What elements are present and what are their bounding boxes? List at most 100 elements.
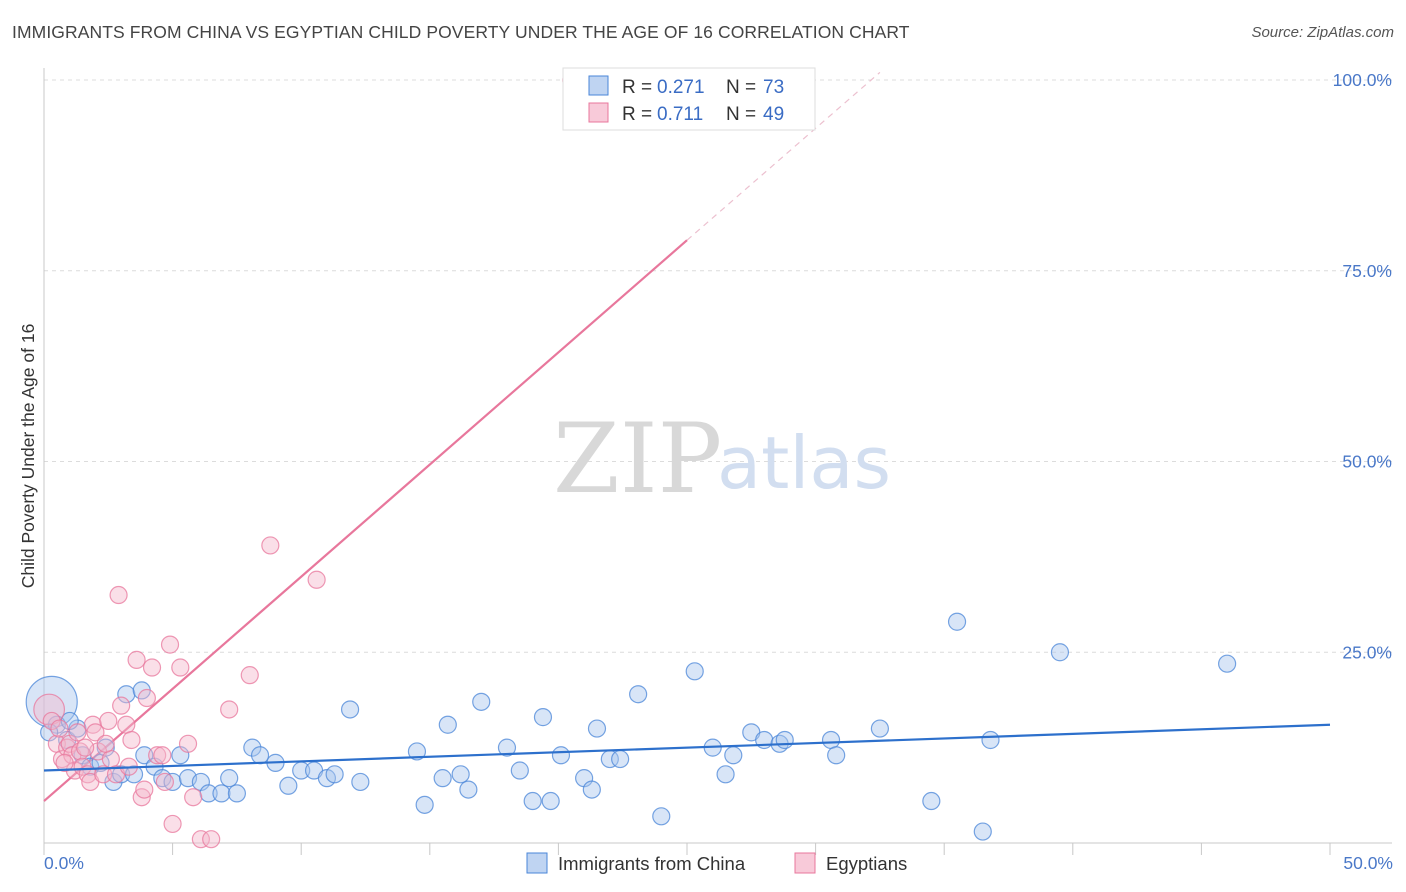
watermark-zip: ZIP [553,403,722,515]
china-point-40 [497,738,517,757]
y-tick-label-0: 25.0% [1342,642,1392,662]
grid [44,79,1392,653]
china-point-30 [325,765,344,784]
egyptians-point-16 [99,711,118,731]
egyptians-point-43 [96,734,115,753]
legend-n-value-0: 73 [763,77,784,98]
china-point-62 [827,746,846,765]
source-label: Source: ZipAtlas.com [1251,24,1394,41]
egyptians-point-30 [171,658,190,677]
legend: R = 0.271 N = 73 R = 0.711 N = 49 [562,67,816,131]
legend-n-value-1: 49 [763,104,784,125]
legend-r-value-0: 0.271 [657,77,705,98]
china-point-42 [523,791,542,811]
bottom-legend-swatch-0 [526,852,548,874]
chart-title: IMMIGRANTS FROM CHINA VS EGYPTIAN CHILD … [12,22,910,42]
egyptians-point-48 [55,753,74,772]
china-point-56 [724,746,743,765]
trend-line-egyptians [43,239,688,802]
egyptians-point-46 [155,772,174,792]
legend-n-label-1: N = [726,104,756,125]
china-point-26 [279,776,298,795]
china-point-37 [451,765,470,784]
tick-labels: 25.0% 50.0% 75.0% 100.0% 0.0% 50.0% [44,70,1393,873]
egyptians-point-20 [117,715,136,734]
china-point-45 [551,746,571,765]
egyptians-point-45 [135,780,154,799]
egyptians-point-35 [220,700,239,719]
watermark-atlas: atlas [717,421,891,505]
y-tick-label-2: 75.0% [1342,261,1392,281]
y-axis-label: Child Poverty Under the Age of 16 [18,324,38,589]
egyptians-point-19 [112,696,131,715]
bottom-legend-swatch-1 [794,852,816,874]
china-point-66 [973,822,992,841]
y-tick-label-3: 100.0% [1333,70,1392,90]
trend-line-china [43,723,1331,772]
china-point-21 [220,769,239,788]
legend-r-label-1: R = [622,104,652,125]
egyptians-point-15 [94,765,113,784]
china-point-3 [68,719,87,738]
egyptians-point-21 [122,730,141,750]
egyptians-point-38 [307,570,326,589]
legend-swatch-1 [588,102,609,123]
egyptians-point-1 [42,711,61,731]
china-point-51 [629,685,648,704]
egyptians-point-22 [127,650,146,669]
china-point-34 [415,795,434,814]
china-point-53 [685,662,704,681]
legend-swatch-0 [588,75,609,96]
china-point-47 [582,780,601,799]
egyptians-point-26 [148,746,167,765]
china-point-20 [212,784,231,803]
china-point-44 [541,791,560,811]
trend-line-egyptians-extension [686,71,881,241]
egyptians-point-27 [153,746,172,765]
china-point-64 [922,791,941,811]
china-point-48 [587,719,607,738]
egyptians-point-0 [33,693,66,726]
bottom-legend: Immigrants from China Egyptians [526,852,907,874]
china-point-63 [870,719,890,738]
china-point-55 [716,765,735,784]
x-tick-label-1: 50.0% [1343,853,1393,873]
china-point-22 [227,784,246,803]
legend-r-value-1: 0.711 [657,104,703,125]
china-point-23 [243,738,262,757]
egyptians-point-28 [160,635,180,654]
data-points [25,70,1237,849]
bottom-legend-label-1: Egyptians [826,853,907,874]
egyptians-point-32 [184,788,203,807]
egyptians-point-31 [178,734,198,753]
china-point-32 [351,772,370,792]
china-point-10 [117,685,136,704]
y-tick-label-1: 50.0% [1342,452,1392,472]
china-point-67 [981,730,1000,750]
china-point-60 [775,730,794,750]
china-point-24 [250,746,270,765]
china-point-9 [112,765,131,784]
egyptians-point-37 [261,536,280,555]
china-point-69 [1218,654,1237,673]
egyptians-point-29 [163,814,182,834]
egyptians-point-17 [101,749,120,769]
axes [43,68,1392,855]
egyptians-point-34 [202,830,221,849]
trend-lines [43,71,881,802]
china-point-19 [199,784,218,803]
egyptians-point-40 [109,585,128,605]
china-point-61 [821,730,841,750]
legend-r-label-0: R = [622,77,652,98]
china-point-68 [1050,643,1070,662]
egyptians-point-24 [137,688,156,708]
egyptians-point-47 [68,723,87,742]
bottom-legend-label-0: Immigrants from China [558,853,746,874]
china-point-35 [433,769,452,788]
egyptians-point-41 [50,719,69,738]
china-point-43 [533,708,553,727]
watermark: ZIP atlas [553,403,891,515]
china-point-38 [459,780,478,799]
china-point-41 [510,761,529,780]
